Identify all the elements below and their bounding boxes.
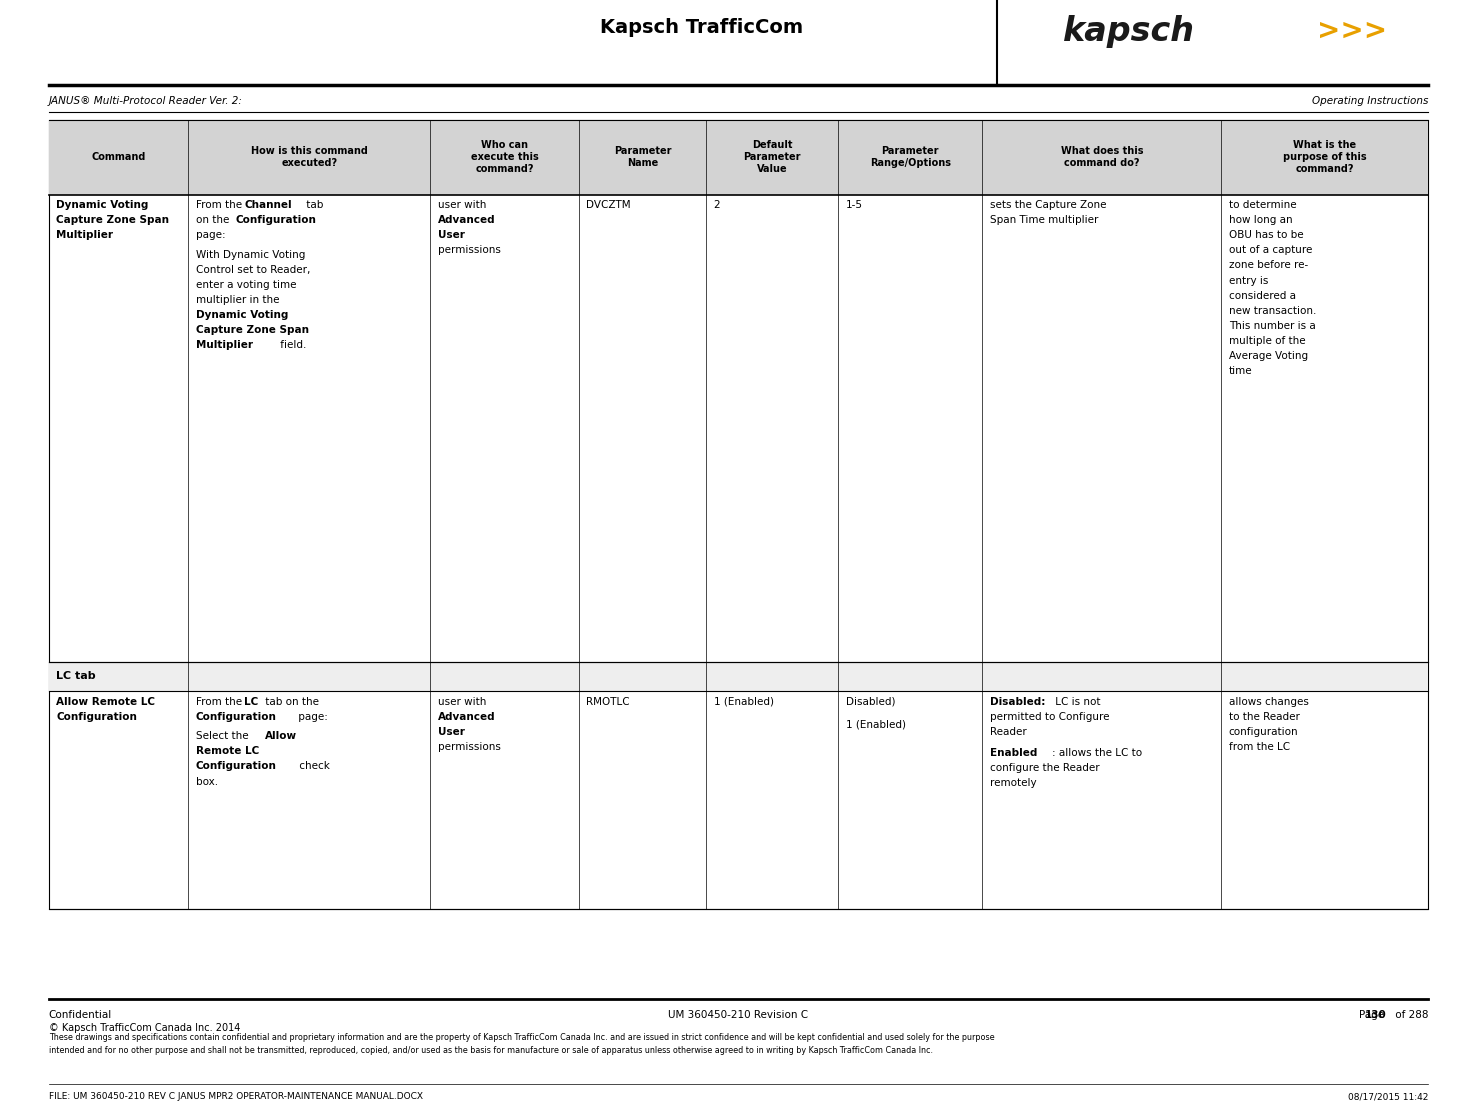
Text: Command: Command: [92, 152, 146, 162]
Bar: [49, 0, 1428, 85]
Text: How is this command
executed?: How is this command executed?: [251, 146, 368, 168]
Text: Enabled: Enabled: [990, 748, 1037, 758]
Text: from the LC: from the LC: [1229, 742, 1289, 751]
Bar: [49, 120, 1428, 195]
Text: permitted to Configure: permitted to Configure: [990, 711, 1109, 721]
Text: Dynamic Voting: Dynamic Voting: [195, 311, 288, 320]
Text: Page: Page: [1359, 1010, 1387, 1020]
Text: User: User: [437, 727, 465, 737]
Text: Capture Zone Span: Capture Zone Span: [195, 325, 309, 335]
Text: entry is: entry is: [1229, 275, 1269, 285]
Text: user with: user with: [437, 200, 486, 210]
Text: box.: box.: [195, 777, 217, 786]
Text: User: User: [437, 230, 465, 240]
Text: JANUS® Multi-Protocol Reader Ver. 2:: JANUS® Multi-Protocol Reader Ver. 2:: [49, 96, 242, 105]
Text: Configuration: Configuration: [235, 215, 316, 225]
Text: Configuration: Configuration: [56, 711, 137, 721]
Text: Capture Zone Span: Capture Zone Span: [56, 215, 170, 225]
Text: Span Time multiplier: Span Time multiplier: [990, 215, 1097, 225]
Text: LC is not: LC is not: [1052, 697, 1100, 707]
Text: sets the Capture Zone: sets the Capture Zone: [990, 200, 1106, 210]
Text: Kapsch TrafficCom: Kapsch TrafficCom: [600, 19, 803, 37]
Text: field.: field.: [276, 341, 306, 350]
Text: UM 360450-210 Revision C: UM 360450-210 Revision C: [669, 1010, 808, 1020]
Text: page:: page:: [195, 230, 225, 240]
Text: Configuration: Configuration: [195, 711, 276, 721]
Text: Disabled:: Disabled:: [990, 697, 1044, 707]
Text: how long an: how long an: [1229, 215, 1292, 225]
Text: Disabled): Disabled): [845, 697, 895, 707]
Text: 1-5: 1-5: [845, 200, 863, 210]
Text: out of a capture: out of a capture: [1229, 245, 1312, 255]
Text: of 288: of 288: [1391, 1010, 1428, 1020]
Text: intended and for no other purpose and shall not be transmitted, reproduced, copi: intended and for no other purpose and sh…: [49, 1046, 933, 1055]
Text: Control set to Reader,: Control set to Reader,: [195, 265, 310, 275]
Text: permissions: permissions: [437, 742, 501, 751]
Text: time: time: [1229, 366, 1252, 376]
Text: allows changes: allows changes: [1229, 697, 1309, 707]
Text: Operating Instructions: Operating Instructions: [1312, 96, 1428, 105]
Text: Multiplier: Multiplier: [195, 341, 253, 350]
Text: Default
Parameter
Value: Default Parameter Value: [743, 141, 801, 173]
Text: FILE: UM 360450-210 REV C JANUS MPR2 OPERATOR-MAINTENANCE MANUAL.DOCX: FILE: UM 360450-210 REV C JANUS MPR2 OPE…: [49, 1092, 422, 1101]
Text: OBU has to be: OBU has to be: [1229, 230, 1303, 240]
Text: Who can
execute this
command?: Who can execute this command?: [471, 141, 539, 173]
Text: page:: page:: [294, 711, 328, 721]
Text: on the: on the: [195, 215, 232, 225]
Text: What does this
command do?: What does this command do?: [1060, 146, 1143, 168]
Bar: [49, 120, 1428, 909]
Text: Parameter
Name: Parameter Name: [614, 146, 672, 168]
Text: 1 (Enabled): 1 (Enabled): [713, 697, 774, 707]
Text: What is the
purpose of this
command?: What is the purpose of this command?: [1284, 141, 1366, 173]
Text: Average Voting: Average Voting: [1229, 351, 1307, 361]
Text: new transaction.: new transaction.: [1229, 305, 1316, 315]
Text: Configuration: Configuration: [195, 761, 276, 771]
Text: Remote LC: Remote LC: [195, 747, 258, 756]
Text: 2: 2: [713, 200, 721, 210]
Text: Allow: Allow: [264, 731, 297, 741]
Text: zone before re-: zone before re-: [1229, 260, 1309, 271]
Text: Confidential: Confidential: [49, 1010, 112, 1020]
Text: kapsch: kapsch: [1063, 15, 1195, 48]
Text: © Kapsch TrafficCom Canada Inc. 2014: © Kapsch TrafficCom Canada Inc. 2014: [49, 1023, 241, 1033]
Text: Dynamic Voting: Dynamic Voting: [56, 200, 149, 210]
Text: check: check: [295, 761, 329, 771]
Text: Advanced: Advanced: [437, 711, 495, 721]
Text: to the Reader: to the Reader: [1229, 711, 1300, 721]
Text: Allow Remote LC: Allow Remote LC: [56, 697, 155, 707]
Text: multiplier in the: multiplier in the: [195, 295, 279, 305]
Text: Select the: Select the: [195, 731, 251, 741]
Text: DVCZTM: DVCZTM: [586, 200, 631, 210]
Text: RMOTLC: RMOTLC: [586, 697, 631, 707]
Bar: [49, 662, 1428, 691]
Text: LC: LC: [244, 697, 258, 707]
Text: enter a voting time: enter a voting time: [195, 281, 295, 290]
Text: tab: tab: [303, 200, 323, 210]
Text: Reader: Reader: [990, 727, 1027, 737]
Text: Parameter
Range/Options: Parameter Range/Options: [870, 146, 951, 168]
Text: considered a: considered a: [1229, 291, 1295, 301]
Text: These drawings and specifications contain confidential and proprietary informati: These drawings and specifications contai…: [49, 1033, 994, 1042]
Text: user with: user with: [437, 697, 486, 707]
Text: configuration: configuration: [1229, 727, 1298, 737]
Text: 130: 130: [1365, 1010, 1387, 1020]
Text: tab on the: tab on the: [261, 697, 319, 707]
Text: Advanced: Advanced: [437, 215, 495, 225]
Text: permissions: permissions: [437, 245, 501, 255]
Text: 08/17/2015 11:42: 08/17/2015 11:42: [1349, 1092, 1428, 1101]
Text: This number is a: This number is a: [1229, 321, 1316, 331]
Text: Channel: Channel: [244, 200, 292, 210]
Text: to determine: to determine: [1229, 200, 1297, 210]
Text: configure the Reader: configure the Reader: [990, 762, 1099, 773]
Text: From the: From the: [195, 200, 245, 210]
Text: With Dynamic Voting: With Dynamic Voting: [195, 250, 304, 259]
Text: : allows the LC to: : allows the LC to: [1052, 748, 1142, 758]
Text: remotely: remotely: [990, 778, 1037, 788]
Text: 1 (Enabled): 1 (Enabled): [845, 719, 905, 729]
Text: Multiplier: Multiplier: [56, 230, 114, 240]
Text: multiple of the: multiple of the: [1229, 335, 1306, 345]
Text: >>>: >>>: [1317, 17, 1387, 46]
Text: LC tab: LC tab: [56, 672, 96, 681]
Text: From the: From the: [195, 697, 245, 707]
